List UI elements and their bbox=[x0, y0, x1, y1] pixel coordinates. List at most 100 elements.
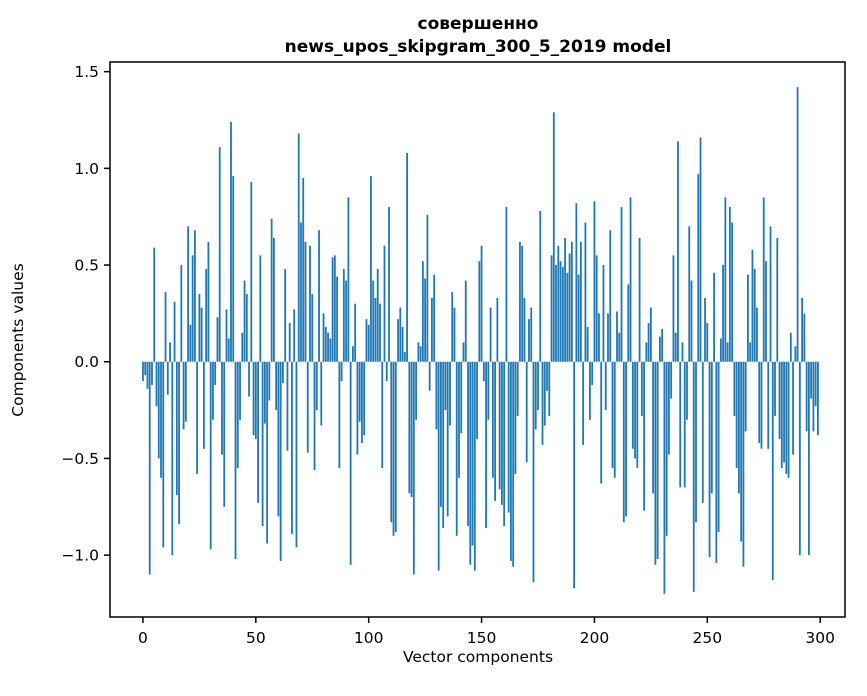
bar bbox=[444, 361, 447, 411]
bar bbox=[740, 361, 743, 542]
bar bbox=[573, 361, 576, 588]
bar bbox=[708, 361, 711, 558]
bar bbox=[383, 245, 386, 362]
bar bbox=[677, 141, 679, 362]
bar bbox=[250, 181, 253, 362]
bar bbox=[412, 361, 415, 575]
bar bbox=[329, 338, 332, 362]
bar bbox=[286, 361, 289, 451]
bar bbox=[654, 361, 657, 565]
bar bbox=[356, 361, 359, 455]
bar bbox=[180, 265, 183, 362]
bar bbox=[392, 361, 395, 536]
bar bbox=[426, 214, 429, 362]
bar bbox=[749, 342, 752, 362]
bar bbox=[636, 361, 639, 469]
bar bbox=[449, 361, 451, 426]
bar bbox=[659, 336, 661, 362]
bar bbox=[593, 201, 596, 362]
bar bbox=[162, 361, 165, 548]
bar bbox=[812, 361, 815, 432]
bar bbox=[618, 332, 621, 362]
bar bbox=[798, 361, 801, 556]
bar bbox=[234, 361, 237, 559]
bar bbox=[656, 361, 659, 559]
bar bbox=[257, 361, 259, 503]
bar bbox=[521, 245, 524, 362]
bar bbox=[523, 297, 526, 362]
bar bbox=[715, 361, 718, 563]
bar bbox=[697, 174, 700, 362]
bar bbox=[200, 307, 203, 362]
bar bbox=[471, 361, 474, 546]
bar bbox=[681, 342, 684, 362]
bar bbox=[230, 121, 232, 362]
bar bbox=[385, 361, 388, 382]
bar bbox=[530, 307, 533, 362]
bar bbox=[232, 176, 235, 362]
bar bbox=[415, 361, 417, 420]
bar bbox=[767, 361, 770, 449]
bar bbox=[272, 237, 275, 362]
bar bbox=[166, 361, 169, 395]
bar bbox=[805, 361, 808, 432]
bar bbox=[607, 313, 609, 362]
bar bbox=[582, 361, 585, 445]
bar bbox=[586, 326, 589, 362]
bar bbox=[555, 265, 557, 362]
bar bbox=[142, 361, 144, 382]
bar bbox=[241, 332, 244, 362]
bar bbox=[277, 361, 280, 517]
bar bbox=[570, 241, 573, 362]
bar bbox=[579, 241, 582, 362]
bar bbox=[203, 361, 205, 449]
bar bbox=[347, 197, 350, 362]
bar bbox=[688, 226, 691, 362]
bar bbox=[600, 361, 603, 484]
bar bbox=[291, 361, 293, 534]
bar bbox=[476, 361, 478, 440]
bar bbox=[155, 361, 158, 407]
bar bbox=[442, 361, 445, 529]
bar bbox=[507, 361, 510, 513]
bar bbox=[302, 178, 305, 362]
bar bbox=[284, 268, 287, 362]
bar bbox=[519, 241, 521, 362]
x-tick-label: 100 bbox=[354, 629, 384, 647]
bar bbox=[367, 325, 370, 362]
bar bbox=[668, 361, 670, 455]
bar bbox=[403, 352, 406, 362]
bar bbox=[575, 203, 578, 362]
bar bbox=[672, 255, 675, 362]
bar bbox=[419, 346, 422, 362]
bar bbox=[263, 361, 266, 424]
bar bbox=[561, 266, 564, 362]
bar bbox=[300, 222, 302, 362]
bar bbox=[401, 326, 404, 362]
bar bbox=[695, 361, 697, 523]
bar bbox=[751, 249, 754, 362]
bar bbox=[753, 268, 756, 362]
bar bbox=[345, 280, 348, 362]
bar bbox=[218, 147, 221, 362]
bar bbox=[595, 255, 598, 362]
bar bbox=[548, 361, 551, 416]
bar bbox=[304, 241, 307, 362]
bar bbox=[279, 361, 282, 561]
bar bbox=[510, 361, 512, 561]
bar bbox=[151, 361, 153, 385]
chart-title-line2: news_upos_skipgram_300_5_2019 model bbox=[284, 37, 672, 57]
bar bbox=[496, 297, 499, 362]
bar bbox=[446, 361, 449, 517]
bar bbox=[370, 176, 372, 362]
y-tick-label: 1.0 bbox=[74, 160, 99, 178]
bar bbox=[243, 280, 246, 362]
bar bbox=[320, 361, 323, 426]
bar bbox=[589, 361, 591, 420]
bar bbox=[333, 255, 336, 362]
bar bbox=[505, 207, 508, 362]
bar bbox=[534, 361, 537, 430]
bar bbox=[191, 255, 194, 362]
bar bbox=[645, 342, 648, 362]
bar bbox=[214, 361, 217, 385]
